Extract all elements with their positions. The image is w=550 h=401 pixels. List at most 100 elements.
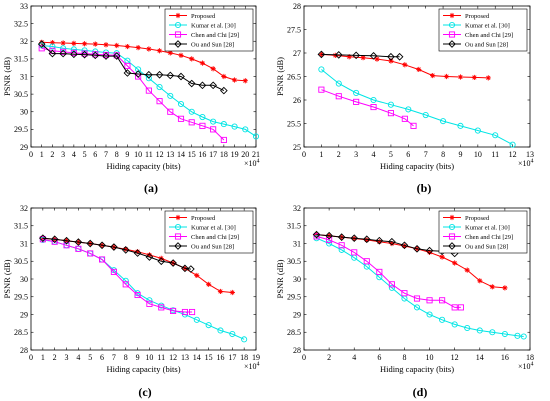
x-tick-label: 3 <box>354 150 358 159</box>
data-point <box>166 71 175 80</box>
data-point <box>50 235 59 244</box>
data-point <box>335 80 342 87</box>
legend: Proposed Kumar et al. [30] Chen and Chi [2… <box>164 210 254 254</box>
series-1 <box>318 66 516 148</box>
data-point <box>387 101 394 108</box>
x-tick-label: 12 <box>509 150 517 159</box>
y-tick-label: 28.5 <box>287 328 301 337</box>
data-point <box>39 234 47 243</box>
data-point <box>146 300 153 307</box>
x-tick-label: 4 <box>372 150 376 159</box>
legend-label: Proposed <box>465 13 490 20</box>
data-point <box>242 78 248 84</box>
x-tick-label: 4 <box>72 150 76 159</box>
y-tick-label: 31 <box>20 239 28 248</box>
data-point <box>134 249 141 255</box>
legend-label: Chen and Chi [29] <box>191 32 239 39</box>
x-axis-label: Hiding capacity (bits) <box>380 161 454 171</box>
y-tick-label: 26.5 <box>287 72 301 81</box>
x-tick-label: 9 <box>458 150 462 159</box>
y-tick-label: 27.5 <box>287 25 301 34</box>
data-point <box>102 52 110 60</box>
x-tick-label: 12 <box>451 353 459 362</box>
data-point <box>187 265 195 273</box>
data-point <box>457 304 464 311</box>
data-point <box>231 77 238 83</box>
data-point <box>449 214 455 221</box>
x-tick-label: 2 <box>50 150 54 159</box>
legend-label: Ou and Sun [28] <box>191 41 234 48</box>
x-tick-label: 2 <box>53 353 57 362</box>
y-tick-label: 27 <box>293 49 301 58</box>
y-tick-label: 25.5 <box>287 119 301 128</box>
x-tick-label: 14 <box>476 353 484 362</box>
data-point <box>313 233 320 240</box>
panel-label: (b) <box>417 181 432 195</box>
data-point <box>440 118 447 125</box>
x-tick-label: 3 <box>61 150 65 159</box>
data-point <box>221 73 227 80</box>
legend-label: Chen and Chi [29] <box>191 234 239 241</box>
x-tick-label: 4 <box>352 353 356 362</box>
legend-label: Ou and Sun [28] <box>191 243 234 250</box>
data-point <box>38 45 45 52</box>
x-tick-label: 21 <box>252 150 260 159</box>
data-point <box>135 66 142 73</box>
data-point <box>375 236 384 245</box>
data-point <box>376 239 382 245</box>
data-point <box>91 51 100 60</box>
x-tick-label: 5 <box>88 353 92 362</box>
y-tick-label: 31.5 <box>14 55 28 64</box>
data-point <box>476 327 483 334</box>
data-point <box>146 252 153 258</box>
data-point <box>332 52 338 58</box>
x-axis-label: Hiding capacity (bits) <box>106 161 180 171</box>
data-point <box>206 281 212 287</box>
data-point <box>75 245 82 252</box>
data-point <box>413 295 421 302</box>
data-point <box>489 329 496 336</box>
y-tick-label: 31.5 <box>14 222 28 231</box>
data-point <box>146 46 152 52</box>
data-point <box>492 132 499 139</box>
data-point <box>59 49 67 58</box>
series-0 <box>318 51 491 81</box>
data-point <box>439 254 445 260</box>
x-tick-label: 14 <box>193 353 201 362</box>
data-point <box>346 54 352 60</box>
data-point <box>199 113 206 121</box>
data-point <box>175 12 181 19</box>
data-point <box>416 66 422 73</box>
data-point <box>338 242 345 249</box>
data-point <box>174 233 182 240</box>
x-tick-label: 7 <box>112 353 116 362</box>
data-point <box>464 267 470 273</box>
data-point <box>199 122 206 129</box>
data-point <box>425 246 434 255</box>
series-3 <box>312 230 459 258</box>
x-exponent-label: ×104 <box>244 362 260 372</box>
x-tick-label: 0 <box>302 353 306 362</box>
data-point <box>70 46 77 53</box>
legend-label: Chen and Chi [29] <box>465 32 513 39</box>
y-tick-label: 29 <box>20 310 28 319</box>
x-tick-label: 20 <box>241 150 249 159</box>
y-tick-label: 26 <box>293 96 301 105</box>
data-point <box>157 257 166 266</box>
data-point <box>448 21 456 29</box>
data-point <box>448 40 456 48</box>
data-point <box>338 246 345 253</box>
data-point <box>121 246 130 254</box>
y-tick-label: 28.5 <box>14 328 28 337</box>
data-point <box>87 250 94 257</box>
series-line <box>316 235 461 308</box>
data-point <box>451 321 458 328</box>
data-point <box>114 42 120 49</box>
data-point <box>318 66 325 73</box>
data-point <box>188 119 195 126</box>
data-point <box>198 81 207 90</box>
x-tick-label: 16 <box>216 353 224 362</box>
data-point <box>400 241 409 250</box>
data-point <box>145 75 152 82</box>
x-tick-label: 6 <box>93 150 97 159</box>
